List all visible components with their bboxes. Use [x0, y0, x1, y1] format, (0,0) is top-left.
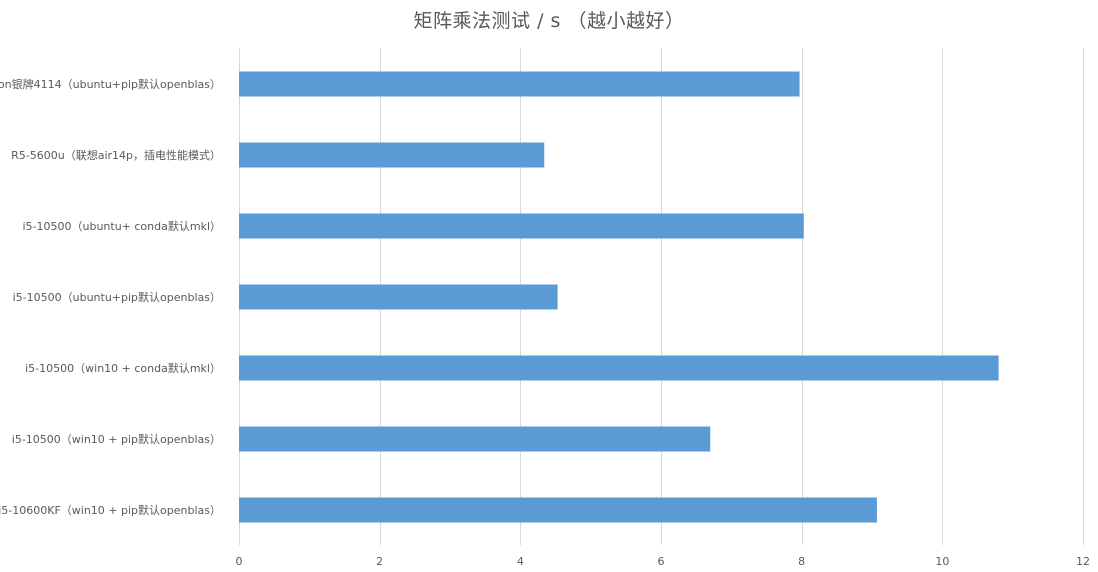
category-label-0: Xeon银牌4114（ubuntu+pip默认openblas） [0, 77, 221, 91]
bar-2 [239, 213, 804, 239]
bar-4 [239, 355, 999, 381]
x-tick-label-5: 10 [935, 555, 949, 568]
bar-6 [239, 497, 877, 523]
bar-3 [239, 284, 558, 310]
category-label-5: i5-10500（win10 + pip默认openblas） [12, 433, 221, 446]
category-label-4: i5-10500（win10 + conda默认mkl） [25, 362, 221, 375]
x-tick-label-2: 4 [517, 555, 524, 568]
x-tick-label-3: 6 [658, 555, 665, 568]
x-tick-label-6: 12 [1076, 555, 1090, 568]
chart-title: 矩阵乘法测试 / s （越小越好） [413, 10, 685, 32]
bar-0 [239, 71, 800, 97]
category-label-3: i5-10500（ubuntu+pip默认openblas） [13, 291, 221, 304]
category-label-6: i5-10600KF（win10 + pip默认openblas） [0, 504, 221, 517]
category-label-2: i5-10500（ubuntu+ conda默认mkl） [22, 220, 221, 233]
category-label-1: R5-5600u（联想air14p，插电性能模式） [11, 148, 221, 162]
x-tick-label-1: 2 [376, 555, 383, 568]
bar-1 [239, 142, 545, 168]
x-tick-label-0: 0 [236, 555, 243, 568]
x-tick-label-4: 8 [798, 555, 805, 568]
bar-5 [239, 426, 711, 452]
